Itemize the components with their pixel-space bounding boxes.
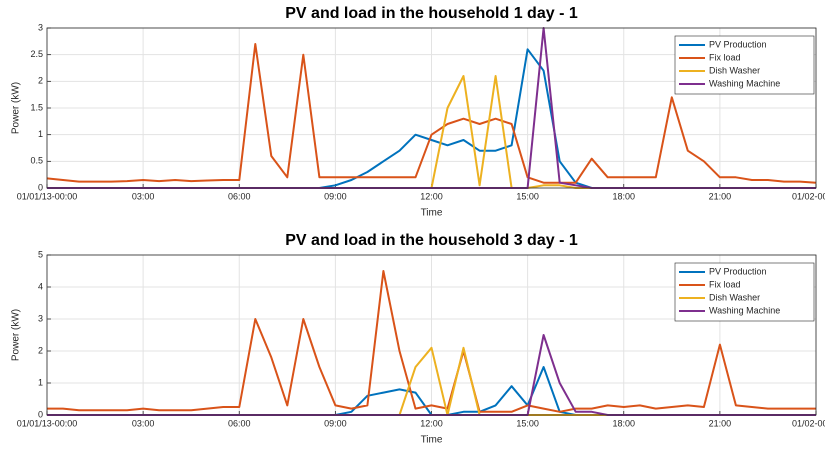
y-tick-label: 0.5 <box>30 156 43 166</box>
x-tick-label: 15:00 <box>516 191 539 201</box>
x-axis-label: Time <box>421 435 443 446</box>
y-axis-label: Power (kW) <box>11 309 22 361</box>
legend-label: PV Production <box>709 39 767 49</box>
legend-label: PV Production <box>709 266 767 276</box>
y-tick-label: 2 <box>38 76 43 86</box>
legend-label: Dish Washer <box>709 65 760 75</box>
x-tick-label: 09:00 <box>324 418 347 428</box>
y-tick-label: 1 <box>38 129 43 139</box>
x-axis-label: Time <box>421 208 443 219</box>
chart-title: PV and load in the household 3 day - 1 <box>285 232 578 249</box>
series-line <box>47 270 816 413</box>
x-tick-label: 12:00 <box>420 191 443 201</box>
legend-label: Washing Machine <box>709 305 780 315</box>
y-tick-label: 2 <box>38 345 43 355</box>
x-tick-label: 06:00 <box>228 191 251 201</box>
axes-frame <box>46 27 817 189</box>
y-axis-label: Power (kW) <box>11 82 22 134</box>
legend-label: Fix load <box>709 52 741 62</box>
x-tick-label: 01/02-00:00 <box>792 418 825 428</box>
legend-label: Washing Machine <box>709 78 780 88</box>
x-tick-label: 18:00 <box>612 191 635 201</box>
y-tick-label: 3 <box>38 22 43 32</box>
x-tick-label: 12:00 <box>420 418 443 428</box>
x-tick-label: 09:00 <box>324 191 347 201</box>
x-tick-label: 15:00 <box>516 418 539 428</box>
y-tick-label: 4 <box>38 281 43 291</box>
y-tick-label: 3 <box>38 313 43 323</box>
chart-title: PV and load in the household 1 day - 1 <box>285 5 578 22</box>
x-tick-label: 21:00 <box>709 191 732 201</box>
x-tick-label: 01/01/13-00:00 <box>17 418 78 428</box>
legend-label: Dish Washer <box>709 292 760 302</box>
y-tick-label: 5 <box>38 249 43 259</box>
y-tick-label: 1 <box>38 377 43 387</box>
axes-frame <box>46 254 817 416</box>
x-tick-label: 03:00 <box>132 191 155 201</box>
x-tick-label: 01/02-00:00 <box>792 191 825 201</box>
x-tick-label: 01/01/13-00:00 <box>17 191 78 201</box>
series-line <box>46 43 817 184</box>
x-tick-label: 21:00 <box>709 418 732 428</box>
y-tick-label: 0 <box>38 409 43 419</box>
y-tick-label: 1.5 <box>30 102 43 112</box>
x-tick-label: 06:00 <box>228 418 251 428</box>
x-tick-label: 18:00 <box>612 418 635 428</box>
y-tick-label: 0 <box>38 182 43 192</box>
y-tick-label: 2.5 <box>30 49 43 59</box>
legend-label: Fix load <box>709 279 741 289</box>
x-tick-label: 03:00 <box>132 418 155 428</box>
